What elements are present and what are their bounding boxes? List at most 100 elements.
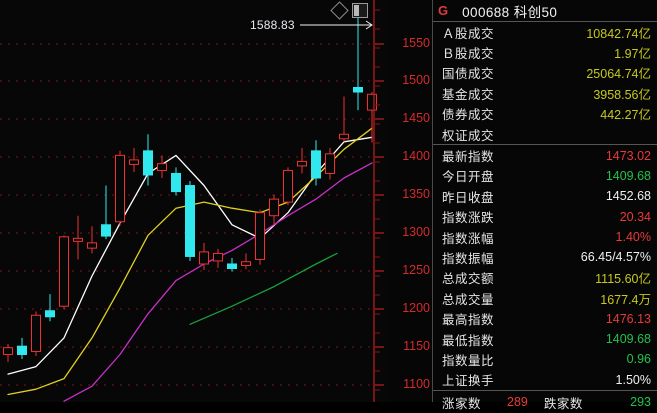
axis-tick-label: 1200 [402, 301, 430, 315]
axis-tick-label: 1400 [402, 149, 430, 163]
candlestick [59, 235, 69, 310]
turnover-value: 25064.74亿 [586, 67, 651, 82]
turnover-value: 1.97亿 [614, 47, 651, 62]
candlestick [143, 134, 153, 186]
chart-canvas [0, 0, 384, 402]
candlestick [297, 147, 307, 174]
index-value: 1.50% [615, 372, 651, 387]
index-value: 1409.68 [605, 332, 651, 347]
turnover-row: 国债成交 25064.74亿 [433, 63, 657, 83]
index-row: 总成交量 1677.4万 [433, 288, 657, 308]
turnover-group: Ａ股成交 10842.74亿 Ｂ股成交 1.97亿国债成交 25064.74亿基金成交 3… [433, 22, 657, 146]
index-label: 总成交额 [442, 272, 495, 287]
market-logo: G [438, 3, 449, 18]
index-label: 今日开盘 [442, 170, 495, 185]
turnover-label: Ａ股成交 [442, 26, 495, 41]
turnover-label: 权证成交 [442, 128, 495, 143]
axis-tick-label: 1500 [402, 73, 430, 87]
candlestick [241, 253, 251, 270]
candlestick [269, 194, 279, 225]
candlestick [185, 181, 195, 261]
axis-tick-label: 1550 [402, 36, 430, 50]
index-row: 最低指数 1409.68 [433, 329, 657, 349]
candlestick [283, 167, 293, 206]
turnover-row: Ｂ股成交 1.97亿 [433, 42, 657, 62]
index-label: 最高指数 [442, 313, 495, 328]
turnover-row: 基金成交 3958.56亿 [433, 83, 657, 103]
candlestick [199, 242, 209, 271]
turnover-label: 债券成交 [442, 108, 495, 123]
axis-tick-label: 1450 [402, 111, 430, 125]
candlestick [213, 248, 223, 268]
price-annotation-label: 1588.83 [250, 18, 295, 32]
index-label: 指数振幅 [442, 251, 495, 266]
index-value: 1115.60亿 [595, 272, 651, 287]
quote-title-bar: G 000688 科创50 [433, 0, 657, 22]
turnover-label: 国债成交 [442, 67, 495, 82]
advancers-value: 289 [507, 395, 528, 410]
index-value: 66.45/4.57% [580, 250, 651, 265]
index-value: 20.34 [619, 209, 651, 224]
turnover-row: Ａ股成交 10842.74亿 [433, 22, 657, 42]
advancers-label: 涨家数 [442, 396, 482, 411]
index-row: 最高指数 1476.13 [433, 308, 657, 328]
candlestick [31, 311, 41, 356]
candlestick [129, 147, 139, 172]
index-value: 0.96 [626, 352, 651, 367]
candlestick-chart[interactable]: 1588.83 [0, 0, 390, 402]
index-row: 指数涨幅 1.40% [433, 227, 657, 247]
candlestick [17, 337, 27, 360]
candlestick [87, 226, 97, 254]
index-value: 1473.02 [605, 148, 651, 163]
candlestick [353, 6, 363, 111]
quote-panel: 1550 1500 1450 1400 1350 1300 1250 1200 1150 1100… [390, 0, 657, 411]
quote-box: G 000688 科创50 Ａ股成交 10842.74亿 Ｂ股成交 1.97亿 国债成交… [432, 0, 657, 411]
index-row: 今日开盘 1409.68 [433, 166, 657, 186]
page-title: 000688 科创50 [462, 4, 558, 20]
index-row: 指数振幅 66.45/4.57% [433, 247, 657, 267]
index-row: 最新指数 1473.02 [433, 145, 657, 165]
candlestick [367, 92, 377, 143]
ma-line-ma20 [63, 162, 373, 402]
turnover-row: 权证成交 [433, 124, 657, 144]
index-label: 最低指数 [442, 333, 495, 348]
index-value: 1.40% [615, 230, 651, 245]
axis-tick-label: 1300 [402, 225, 430, 239]
candlestick [157, 155, 167, 178]
index-label: 昨日收盘 [442, 190, 495, 205]
turnover-row: 债券成交 442.27亿 [433, 104, 657, 124]
index-label: 最新指数 [442, 150, 495, 165]
turnover-value: 3958.56亿 [593, 87, 651, 102]
axis-tick-label: 1350 [402, 187, 430, 201]
candlestick [101, 185, 111, 240]
candlestick [171, 167, 181, 196]
axis-tick-label: 1100 [403, 377, 430, 391]
index-value: 1452.68 [605, 189, 651, 204]
annotation-arrow-head [365, 20, 373, 30]
turnover-value: 442.27亿 [600, 108, 651, 123]
index-row: 指数涨跌 20.34 [433, 207, 657, 227]
candlestick [325, 147, 335, 180]
split-panel-icon[interactable] [352, 3, 368, 18]
market-breadth-row: 涨家数 289 跌家数 293 [433, 391, 657, 413]
candlestick [45, 294, 55, 322]
index-row: 上证换手 1.50% [433, 370, 657, 390]
axis-tick-label: 1150 [403, 339, 430, 353]
index-label: 指数涨幅 [442, 231, 495, 246]
price-axis: 1550 1500 1450 1400 1350 1300 1250 1200 1150 1100 [390, 0, 432, 402]
decliners-value: 293 [630, 395, 651, 410]
candlestick [339, 96, 349, 142]
index-value: 1409.68 [605, 168, 651, 183]
decliners-label: 跌家数 [543, 396, 583, 411]
index-row: 总成交额 1115.60亿 [433, 268, 657, 288]
turnover-label: 基金成交 [442, 87, 495, 102]
axis-tick-label: 1250 [402, 263, 430, 277]
turnover-value: 10842.74亿 [586, 26, 651, 41]
index-row: 指数量比 0.96 [433, 349, 657, 369]
turnover-label: Ｂ股成交 [442, 47, 495, 62]
ma-line-ma60 [189, 252, 338, 325]
index-label: 总成交量 [442, 292, 495, 307]
candlestick [227, 257, 237, 272]
candlestick [255, 209, 265, 265]
